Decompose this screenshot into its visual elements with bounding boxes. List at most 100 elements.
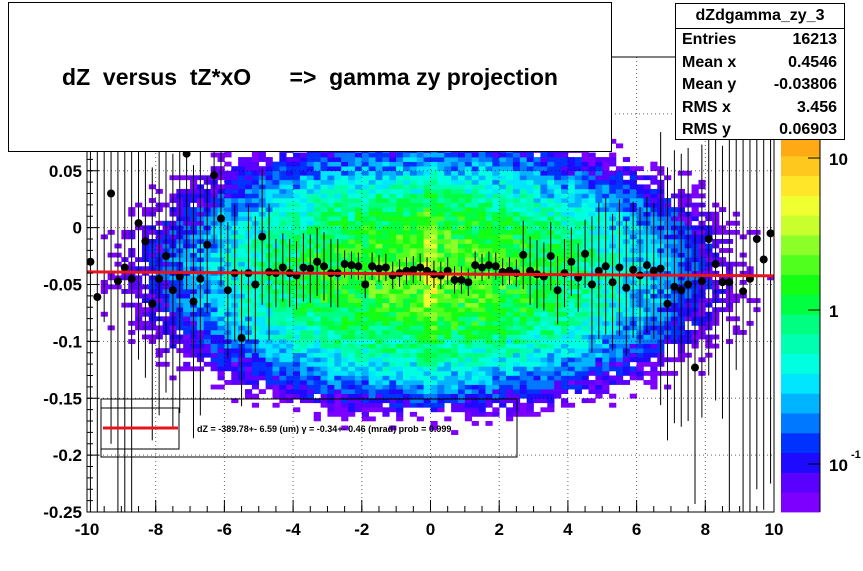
- heatmap-cell: [327, 202, 335, 208]
- profile-point: [189, 297, 198, 306]
- heatmap-cell: [286, 352, 294, 358]
- heatmap-cell: [382, 411, 390, 417]
- heatmap-cell: [478, 284, 486, 290]
- heatmap-cell: [231, 366, 239, 372]
- heatmap-cell: [650, 370, 658, 376]
- heatmap-cell: [485, 348, 493, 354]
- heatmap-cell: [389, 293, 397, 299]
- heatmap-cell: [183, 330, 191, 335]
- heatmap-cell: [361, 257, 369, 263]
- heatmap-cell: [526, 302, 534, 308]
- heatmap-cell: [341, 298, 349, 303]
- heatmap-cell: [588, 398, 596, 404]
- heatmap-cell: [299, 357, 308, 363]
- heatmap-cell: [210, 320, 218, 326]
- heatmap-cell: [368, 370, 376, 376]
- heatmap-cell: [251, 157, 260, 162]
- heatmap-cell: [506, 320, 514, 326]
- heatmap-cell: [464, 416, 473, 422]
- heatmap-cell: [643, 188, 651, 194]
- heatmap-cell: [581, 289, 589, 294]
- heatmap-cell: [299, 398, 308, 404]
- heatmap-cell: [506, 411, 514, 417]
- heatmap-cell: [430, 234, 438, 240]
- heatmap-cell: [492, 311, 500, 317]
- heatmap-cell: [258, 357, 266, 363]
- heatmap-cell: [403, 157, 411, 162]
- heatmap-cell: [409, 298, 418, 303]
- heatmap-cell: [437, 330, 445, 335]
- heatmap-cell: [595, 170, 603, 176]
- heatmap-cell: [251, 211, 260, 217]
- heatmap-cell: [354, 402, 363, 408]
- heatmap-cell: [183, 311, 191, 317]
- heatmap-cell: [430, 175, 438, 181]
- heatmap-cell: [238, 202, 246, 208]
- profile-point: [594, 266, 603, 275]
- heatmap-cell: [306, 179, 315, 185]
- heatmap-cell: [396, 234, 404, 240]
- heatmap-cell: [409, 248, 418, 253]
- heatmap-cell: [485, 320, 493, 326]
- heatmap-cell: [444, 243, 452, 249]
- profile-point: [581, 249, 590, 258]
- heatmap-cell: [183, 320, 191, 326]
- heatmap-cell: [375, 279, 383, 285]
- heatmap-cell: [512, 375, 521, 381]
- heatmap-cell: [533, 357, 541, 363]
- heatmap-cell: [602, 339, 610, 344]
- heatmap-cell: [444, 361, 452, 367]
- heatmap-cell: [615, 143, 624, 149]
- heatmap-cell: [279, 366, 287, 372]
- heatmap-cell: [554, 239, 562, 244]
- heatmap-cell: [540, 161, 548, 167]
- heatmap-cell: [368, 302, 376, 308]
- heatmap-cell: [279, 389, 287, 394]
- heatmap-cell: [238, 184, 246, 190]
- heatmap-cell: [574, 380, 582, 385]
- heatmap-cell: [533, 220, 541, 226]
- heatmap-cell: [320, 188, 328, 194]
- heatmap-cell: [258, 334, 266, 340]
- heatmap-cell: [368, 211, 376, 217]
- heatmap-cell: [286, 220, 294, 226]
- heatmap-cell: [499, 239, 507, 244]
- heatmap-cell: [299, 343, 308, 349]
- heatmap-cell: [499, 216, 507, 222]
- heatmap-cell: [595, 361, 603, 367]
- heatmap-cell: [629, 179, 637, 185]
- heatmap-cell: [286, 339, 294, 344]
- heatmap-cell: [416, 279, 424, 285]
- heatmap-cell: [609, 380, 617, 385]
- heatmap-cell: [485, 375, 493, 381]
- heatmap-cell: [313, 370, 321, 376]
- heatmap-cell: [519, 179, 527, 185]
- heatmap-cell: [437, 402, 445, 408]
- x-tick-label: 10: [765, 520, 784, 539]
- heatmap-cell: [416, 307, 424, 313]
- heatmap-cell: [423, 325, 431, 331]
- heatmap-cell: [451, 157, 459, 162]
- heatmap-cell: [334, 339, 342, 344]
- heatmap-cell: [299, 198, 308, 203]
- heatmap-cell: [512, 343, 521, 349]
- heatmap-cell: [334, 225, 342, 231]
- heatmap-cell: [334, 407, 342, 413]
- heatmap-cell: [327, 307, 335, 313]
- profile-point: [278, 263, 287, 272]
- heatmap-cell: [299, 229, 308, 235]
- heatmap-cell: [348, 380, 356, 385]
- heatmap-cell: [499, 234, 507, 240]
- heatmap-cell: [547, 184, 555, 190]
- heatmap-cell: [334, 307, 342, 313]
- heatmap-cell: [299, 211, 308, 217]
- heatmap-cell: [451, 175, 459, 181]
- heatmap-cell: [444, 239, 452, 244]
- profile-point: [615, 263, 624, 272]
- heatmap-cell: [471, 407, 479, 413]
- heatmap-cell: [492, 157, 500, 162]
- heatmap-cell: [561, 307, 569, 313]
- heatmap-cell: [382, 357, 390, 363]
- heatmap-cell: [423, 380, 431, 385]
- heatmap-cell: [368, 384, 376, 390]
